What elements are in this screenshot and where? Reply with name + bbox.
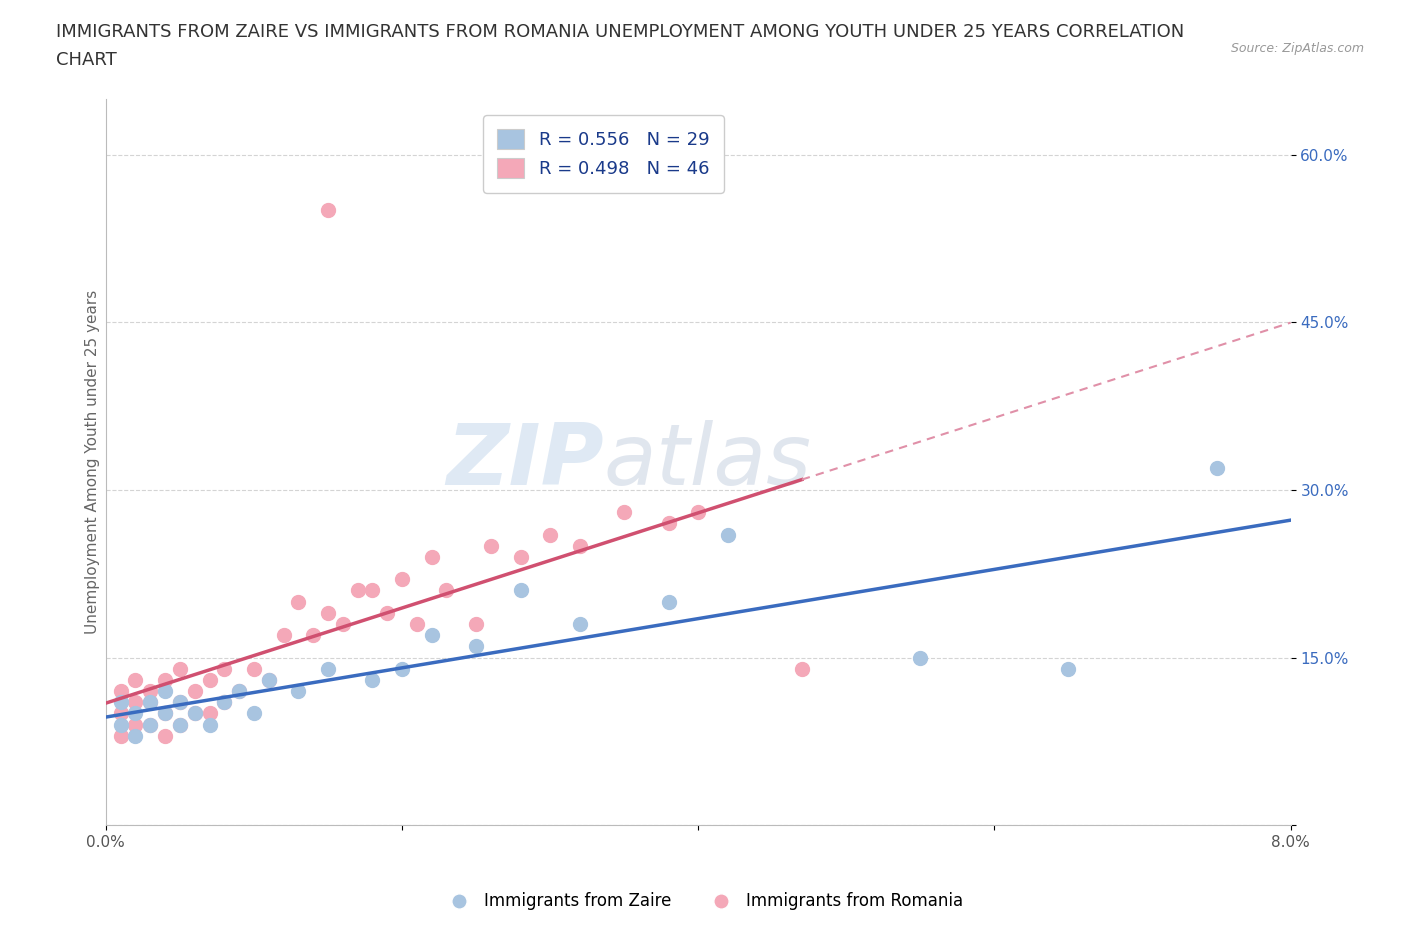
Text: Source: ZipAtlas.com: Source: ZipAtlas.com [1230, 42, 1364, 55]
Point [420, 628, 443, 643]
Point [183, 706, 205, 721]
Point [316, 203, 339, 218]
Point [346, 583, 368, 598]
Point [332, 617, 354, 631]
Point [124, 672, 146, 687]
Text: IMMIGRANTS FROM ZAIRE VS IMMIGRANTS FROM ROMANIA UNEMPLOYMENT AMONG YOUTH UNDER : IMMIGRANTS FROM ZAIRE VS IMMIGRANTS FROM… [56, 23, 1184, 41]
Point [316, 605, 339, 620]
Point [228, 684, 250, 698]
Point [302, 628, 325, 643]
Point [316, 661, 339, 676]
Point [465, 617, 488, 631]
Point [568, 617, 591, 631]
Point [139, 695, 162, 710]
Point [405, 617, 427, 631]
Point [910, 650, 932, 665]
Point [509, 550, 531, 565]
Point [658, 594, 681, 609]
Legend: R = 0.556   N = 29, R = 0.498   N = 46: R = 0.556 N = 29, R = 0.498 N = 46 [482, 115, 724, 193]
Point [169, 717, 191, 732]
Point [420, 550, 443, 565]
Point [153, 672, 176, 687]
Text: CHART: CHART [56, 51, 117, 69]
Point [183, 706, 205, 721]
Y-axis label: Unemployment Among Youth under 25 years: Unemployment Among Youth under 25 years [86, 290, 100, 634]
Point [1205, 460, 1227, 475]
Point [273, 628, 295, 643]
Legend: Immigrants from Zaire, Immigrants from Romania: Immigrants from Zaire, Immigrants from R… [436, 885, 970, 917]
Point [139, 695, 162, 710]
Point [658, 516, 681, 531]
Point [509, 583, 531, 598]
Point [568, 538, 591, 553]
Point [613, 505, 636, 520]
Point [198, 706, 221, 721]
Point [214, 695, 236, 710]
Point [361, 583, 384, 598]
Point [479, 538, 502, 553]
Point [391, 572, 413, 587]
Point [124, 695, 146, 710]
Point [538, 527, 561, 542]
Point [153, 706, 176, 721]
Point [124, 717, 146, 732]
Point [790, 661, 813, 676]
Point [139, 717, 162, 732]
Point [214, 695, 236, 710]
Point [688, 505, 710, 520]
Point [169, 661, 191, 676]
Point [198, 672, 221, 687]
Point [110, 706, 132, 721]
Point [375, 605, 398, 620]
Point [183, 684, 205, 698]
Point [153, 728, 176, 743]
Point [257, 672, 280, 687]
Point [124, 728, 146, 743]
Point [124, 706, 146, 721]
Point [257, 672, 280, 687]
Point [287, 594, 309, 609]
Point [214, 661, 236, 676]
Point [139, 684, 162, 698]
Point [153, 684, 176, 698]
Point [153, 706, 176, 721]
Text: ZIP: ZIP [446, 420, 603, 503]
Point [717, 527, 740, 542]
Point [110, 684, 132, 698]
Point [465, 639, 488, 654]
Point [110, 695, 132, 710]
Point [198, 717, 221, 732]
Point [243, 661, 266, 676]
Point [169, 695, 191, 710]
Point [169, 717, 191, 732]
Point [361, 672, 384, 687]
Point [243, 706, 266, 721]
Point [139, 717, 162, 732]
Point [1057, 661, 1080, 676]
Point [110, 717, 132, 732]
Point [391, 661, 413, 676]
Text: atlas: atlas [603, 420, 811, 503]
Point [228, 684, 250, 698]
Point [169, 695, 191, 710]
Point [436, 583, 458, 598]
Point [110, 728, 132, 743]
Point [287, 684, 309, 698]
